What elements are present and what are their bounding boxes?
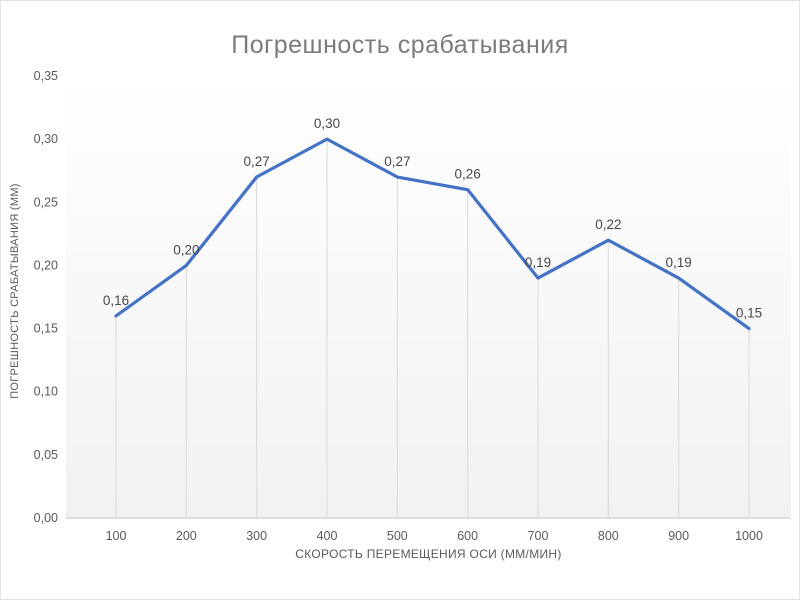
data-point-label: 0,16 (103, 293, 129, 308)
series-line (114, 137, 751, 331)
y-tick-label: 0,20 (34, 258, 58, 272)
y-axis-title: ПОГРЕШНОСТЬ СРАБАТЫВАНИЯ (ММ) (9, 183, 21, 399)
data-point-label: 0,20 (173, 242, 199, 257)
y-tick-label: 0,35 (34, 69, 58, 83)
data-point-label: 0,19 (666, 255, 692, 270)
x-tick-label: 200 (176, 529, 197, 543)
y-tick-label: 0,10 (34, 385, 58, 399)
data-point-label: 0,15 (736, 306, 762, 321)
chart-title: Погрешность срабатывания (231, 31, 569, 59)
x-tick-label: 600 (457, 529, 478, 543)
x-tick-label: 900 (668, 529, 689, 543)
y-tick-label: 0,05 (34, 448, 58, 462)
data-point-label: 0,19 (525, 255, 551, 270)
x-tick-label: 800 (598, 529, 619, 543)
y-tick-label: 0,25 (34, 195, 58, 209)
data-point-label: 0,22 (595, 217, 621, 232)
data-point-label: 0,27 (244, 154, 270, 169)
data-point-label: 0,30 (314, 116, 340, 131)
x-axis-title: СКОРОСТЬ ПЕРЕМЕЩЕНИЯ ОСИ (ММ/МИН) (295, 547, 562, 561)
x-tick-label: 700 (528, 529, 549, 543)
y-tick-label: 0,30 (34, 132, 58, 146)
x-tick-label: 300 (246, 529, 267, 543)
x-tick-label: 1000 (735, 529, 763, 543)
x-tick-label: 500 (387, 529, 408, 543)
x-tick-label: 100 (106, 529, 127, 543)
data-point-label: 0,26 (455, 167, 481, 182)
plot-background (66, 76, 791, 518)
data-point-label: 0,27 (384, 154, 410, 169)
y-tick-label: 0,00 (34, 511, 58, 525)
x-tick-label: 400 (317, 529, 338, 543)
y-tick-label: 0,15 (34, 322, 58, 336)
